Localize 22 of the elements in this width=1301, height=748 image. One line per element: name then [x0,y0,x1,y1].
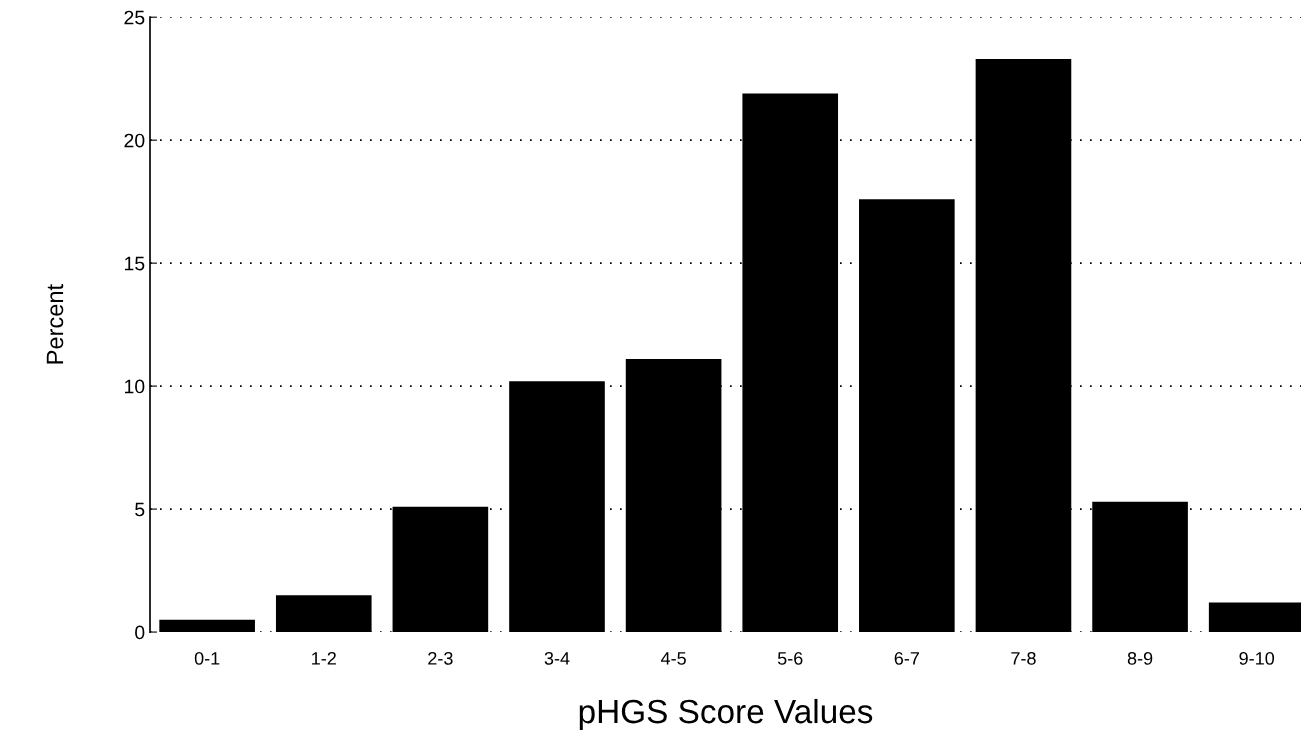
y-tick-label: 15 [125,256,145,271]
x-tick-label: 3-4 [544,651,570,665]
y-tick-label: 20 [124,133,145,148]
y-tick-label: 25 [124,10,145,25]
x-tick-label: 6-7 [894,651,919,665]
y-tick-label: 5 [135,502,145,517]
x-tick-label: 9-10 [1239,651,1275,665]
y-tick-label: 0 [135,625,145,640]
y-axis-title: Percent [46,284,64,364]
bar [859,199,955,633]
y-tick-label: 10 [125,379,145,394]
x-axis-title: pHGS Score Values [579,698,873,730]
x-tick-label: 1-2 [312,651,336,665]
x-tick-label: 8-9 [1127,651,1153,665]
x-tick-label: 4-5 [660,652,686,665]
x-tick-label: 5-6 [777,651,803,665]
bar [275,595,372,633]
bar [509,381,605,633]
x-tick-label: 7-8 [1011,651,1036,665]
x-tick-label: 0-1 [194,651,220,665]
x-tick-label: 2-3 [428,651,453,665]
bar [159,619,255,633]
